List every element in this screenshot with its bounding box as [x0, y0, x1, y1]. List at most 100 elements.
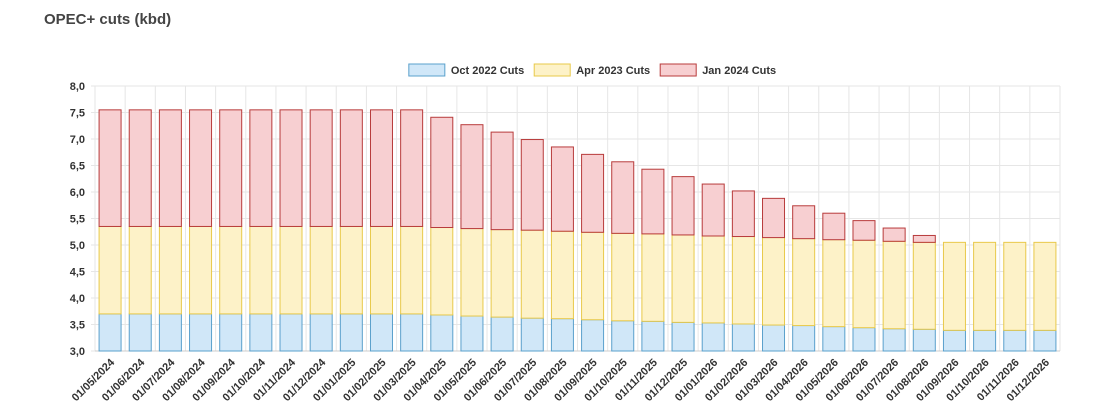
y-tick-label: 7,0 — [70, 134, 85, 146]
bar-segment — [852, 220, 876, 241]
y-tick-label: 4,0 — [70, 293, 85, 305]
bar-segment — [852, 239, 876, 329]
bar-segment — [189, 313, 213, 352]
legend-label: Jan 2024 Cuts — [702, 65, 776, 77]
bar-segment — [611, 232, 635, 322]
bar-segment — [942, 241, 966, 331]
bar-segment — [1003, 329, 1027, 352]
bar-segment — [249, 313, 273, 352]
bar-segment — [490, 131, 514, 231]
bar-segment — [219, 313, 243, 352]
bar-segment — [762, 237, 786, 326]
y-tick-label: 5,0 — [70, 240, 85, 252]
legend-label: Oct 2022 Cuts — [451, 65, 524, 77]
y-tick-label: 5,5 — [70, 214, 85, 226]
bar-segment — [882, 227, 906, 242]
bar-segment — [882, 328, 906, 352]
bar-segment — [309, 225, 333, 315]
y-tick-label: 8,0 — [70, 81, 85, 93]
bar-segment — [189, 109, 213, 227]
bar-segment — [490, 316, 514, 352]
bar-segment — [641, 320, 665, 352]
bar-segment — [701, 235, 725, 324]
y-tick-label: 4,5 — [70, 267, 85, 279]
bar-segment — [128, 313, 152, 352]
bar-segment — [279, 313, 303, 352]
bar-segment — [189, 225, 213, 315]
bar-segment — [400, 109, 424, 227]
bar-segment — [369, 313, 393, 352]
bar-segment — [671, 234, 695, 323]
legend-swatch — [533, 63, 571, 77]
bar-segment — [430, 227, 454, 316]
bar-segment — [581, 319, 605, 352]
bar-segment — [309, 313, 333, 352]
bar-segment — [611, 161, 635, 234]
bar-segment — [369, 225, 393, 315]
y-tick-label: 3,0 — [70, 346, 85, 358]
bar-segment — [731, 323, 755, 352]
bar-segment — [249, 225, 273, 315]
bar-segment — [158, 109, 182, 227]
bar-segment — [460, 228, 484, 317]
bar-segment — [852, 327, 876, 352]
bar-segment — [822, 326, 846, 352]
bar-segment — [369, 109, 393, 227]
bar-segment — [1003, 241, 1027, 331]
bar-segment — [98, 225, 122, 315]
bar-segment — [731, 236, 755, 325]
bar-segment — [912, 234, 936, 243]
bar-segment — [279, 109, 303, 227]
legend-swatch — [659, 63, 697, 77]
bar-segment — [701, 183, 725, 237]
bar-segment — [973, 329, 997, 352]
bar-segment — [279, 225, 303, 315]
y-tick-label: 6,0 — [70, 187, 85, 199]
bar-segment — [98, 109, 122, 227]
bar-segment — [912, 328, 936, 352]
legend-label: Apr 2023 Cuts — [576, 65, 650, 77]
bar-segment — [581, 231, 605, 321]
bar-segment — [490, 229, 514, 318]
bar-segment — [339, 225, 363, 315]
bar-segment — [158, 313, 182, 352]
bar-segment — [822, 239, 846, 328]
bar-segment — [641, 233, 665, 322]
bar-segment — [430, 314, 454, 352]
bar-segment — [1033, 241, 1057, 331]
bar-segment — [128, 109, 152, 227]
bar-segment — [219, 225, 243, 315]
bar-segment — [249, 109, 273, 227]
bar-segment — [219, 109, 243, 227]
bar-segment — [581, 153, 605, 233]
bar-segment — [912, 241, 936, 330]
bar-segment — [822, 212, 846, 241]
bar-segment — [460, 124, 484, 230]
bar-segment — [973, 241, 997, 331]
bar-segment — [339, 109, 363, 227]
bar-segment — [792, 238, 816, 327]
bar-segment — [792, 325, 816, 352]
bar-segment — [792, 205, 816, 240]
bar-segment — [611, 320, 635, 352]
bar-segment — [942, 329, 966, 352]
y-tick-label: 6,5 — [70, 161, 85, 173]
bar-segment — [550, 146, 574, 232]
bar-segment — [520, 317, 544, 352]
y-tick-label: 3,5 — [70, 320, 85, 332]
bar-segment — [520, 229, 544, 319]
bar-segment — [762, 324, 786, 352]
bar-segment — [701, 322, 725, 352]
bar-segment — [98, 313, 122, 352]
bar-segment — [671, 321, 695, 352]
chart-title: OPEC+ cuts (kbd) — [44, 11, 171, 28]
bar-segment — [460, 315, 484, 352]
bar-segment — [641, 168, 665, 235]
bar-segment — [1033, 329, 1057, 352]
bar-segment — [671, 176, 695, 236]
bar-segment — [400, 225, 424, 315]
legend-swatch — [408, 63, 446, 77]
bar-segment — [339, 313, 363, 352]
y-tick-label: 7,5 — [70, 108, 85, 120]
